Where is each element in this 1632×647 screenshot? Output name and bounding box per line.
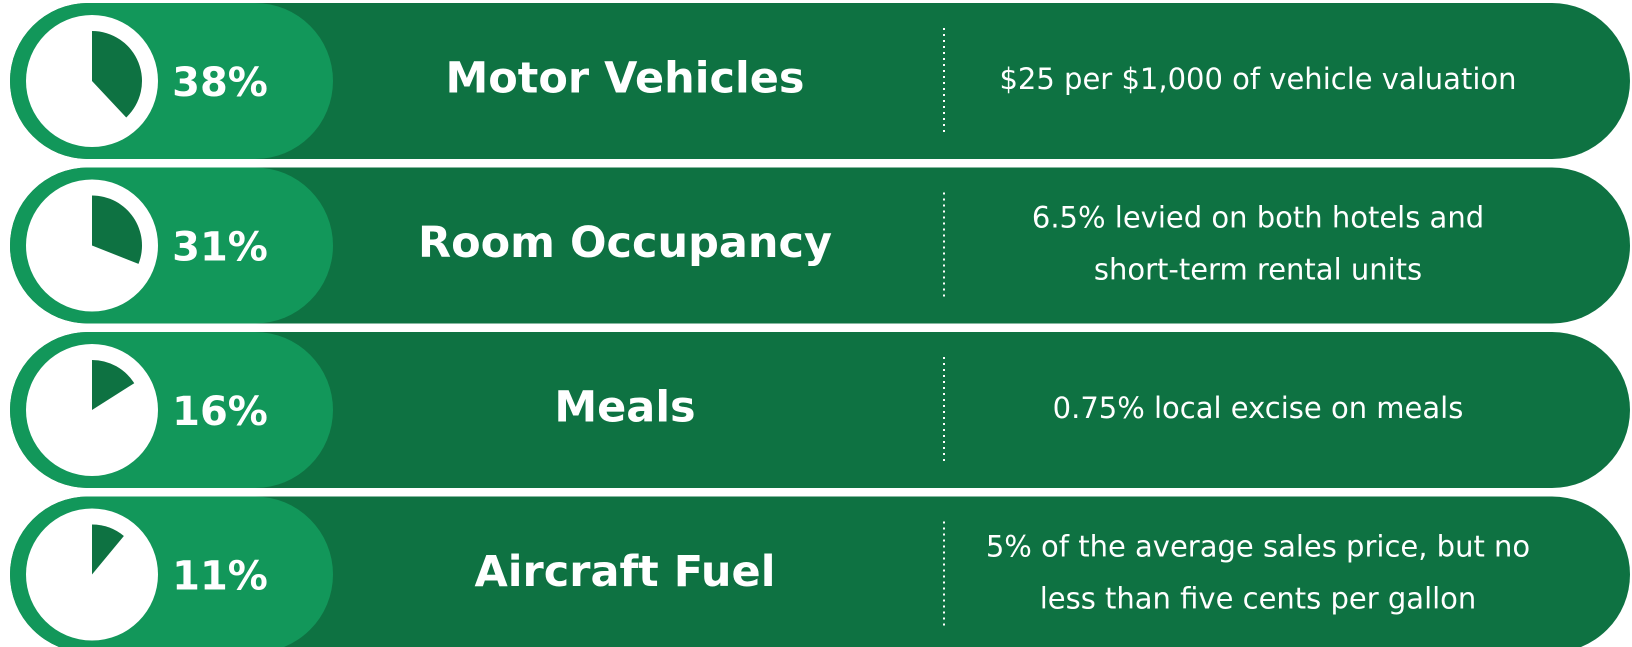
description: short-term rental units (1094, 253, 1422, 287)
description: $25 per $1,000 of vehicle valuation (999, 62, 1516, 96)
description: 6.5% levied on both hotels and (1032, 201, 1484, 235)
pie-wedge (92, 195, 142, 264)
description: less than five cents per gallon (1040, 582, 1477, 616)
category-label: Motor Vehicles (445, 54, 804, 104)
percent-label: 38% (172, 60, 268, 106)
row-band (10, 496, 1630, 647)
pie-wedge (92, 360, 135, 410)
description: 5% of the average sales price, but no (986, 530, 1530, 564)
pie-wedge (92, 31, 142, 118)
category-label: Meals (554, 383, 695, 433)
row-band (10, 167, 1630, 324)
description: 0.75% local excise on meals (1053, 391, 1464, 425)
pie-wedge (92, 524, 124, 575)
row-band (10, 3, 1630, 159)
category-label: Aircraft Fuel (475, 547, 776, 597)
row-band (10, 332, 1630, 488)
percent-label: 11% (172, 554, 268, 600)
percent-label: 16% (172, 389, 268, 435)
percent-label: 31% (172, 225, 268, 271)
category-label: Room Occupancy (418, 218, 832, 268)
